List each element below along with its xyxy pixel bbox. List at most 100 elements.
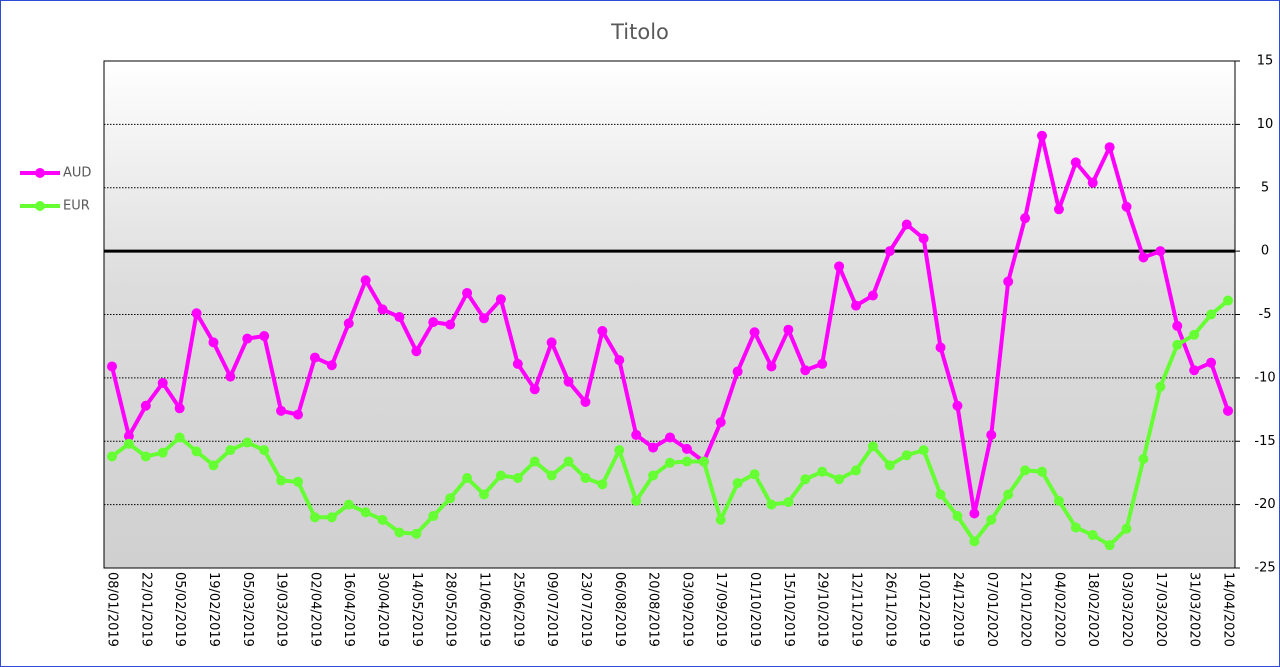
data-point <box>1206 309 1217 320</box>
data-point <box>546 337 557 348</box>
data-point <box>445 493 456 504</box>
data-point <box>174 432 185 443</box>
data-point <box>969 536 980 547</box>
x-tick-label: 15/10/2019 <box>781 572 796 647</box>
data-point <box>1020 213 1031 224</box>
x-tick-label: 05/02/2019 <box>172 572 187 647</box>
data-point <box>360 507 371 518</box>
legend-marker <box>35 201 45 211</box>
x-tick-label: 26/11/2019 <box>882 572 897 647</box>
data-point <box>1104 540 1115 551</box>
data-point <box>242 333 253 344</box>
data-point <box>783 497 794 508</box>
x-tick-label: 04/02/2020 <box>1051 572 1066 647</box>
data-point <box>715 417 726 428</box>
x-tick-label: 28/05/2019 <box>443 572 458 647</box>
x-tick-label: 19/03/2019 <box>274 572 289 647</box>
x-tick-label: 25/06/2019 <box>510 572 525 647</box>
data-point <box>107 451 117 462</box>
x-tick-label: 11/06/2019 <box>477 572 492 647</box>
y-tick-label: 0 <box>1261 244 1269 259</box>
x-tick-label: 02/04/2019 <box>307 572 322 647</box>
data-point <box>157 377 168 388</box>
y-tick-label: -20 <box>1254 497 1275 512</box>
data-point <box>867 290 878 301</box>
data-point <box>529 384 540 395</box>
data-point <box>123 438 134 449</box>
data-point <box>225 445 236 456</box>
data-point <box>749 469 760 480</box>
x-tick-label: 07/01/2020 <box>984 572 999 647</box>
data-point <box>867 441 878 452</box>
data-point <box>1155 246 1166 257</box>
data-point <box>512 473 523 484</box>
data-point <box>140 451 151 462</box>
data-point <box>1037 466 1047 477</box>
x-tick-label: 06/08/2019 <box>612 572 627 647</box>
data-point <box>1053 495 1064 506</box>
data-point <box>462 473 473 484</box>
data-point <box>140 400 151 411</box>
data-point <box>1087 177 1098 188</box>
data-point <box>309 352 320 363</box>
data-point <box>580 473 591 484</box>
x-tick-label: 12/11/2019 <box>849 572 864 647</box>
data-point <box>969 508 980 519</box>
data-point <box>428 511 439 522</box>
data-point <box>479 313 489 324</box>
data-point <box>732 366 743 377</box>
data-point <box>817 466 828 477</box>
data-point <box>766 361 777 372</box>
x-tick-label: 20/08/2019 <box>646 572 661 647</box>
data-point <box>665 457 675 468</box>
data-point <box>648 470 659 481</box>
data-point <box>394 312 405 323</box>
data-point <box>1087 530 1098 541</box>
y-tick-label: 15 <box>1257 54 1274 69</box>
data-point <box>445 319 456 330</box>
data-point <box>986 429 997 440</box>
x-tick-label: 14/04/2020 <box>1221 572 1236 647</box>
data-point <box>377 304 388 315</box>
data-point <box>259 331 270 342</box>
y-tick-label: 5 <box>1261 180 1269 195</box>
x-tick-label: 31/03/2020 <box>1187 572 1202 647</box>
data-point <box>411 528 422 539</box>
data-point <box>479 489 489 500</box>
data-point <box>1104 142 1115 153</box>
x-tick-label: 23/07/2019 <box>578 572 593 647</box>
x-tick-label: 03/03/2020 <box>1119 572 1134 647</box>
data-point <box>225 371 236 382</box>
data-point <box>1223 295 1233 306</box>
data-point <box>580 396 591 407</box>
data-point <box>563 376 574 387</box>
data-point <box>884 460 895 471</box>
data-point <box>1138 453 1149 464</box>
data-point <box>935 342 946 353</box>
data-point <box>326 360 337 371</box>
data-point <box>428 317 439 328</box>
data-point <box>343 499 354 510</box>
data-point <box>1138 252 1149 263</box>
data-point <box>648 442 659 453</box>
x-tick-label: 08/01/2019 <box>105 572 120 647</box>
data-point <box>766 499 777 510</box>
y-tick-label: -10 <box>1254 370 1275 385</box>
data-point <box>208 337 219 348</box>
data-point <box>512 358 523 369</box>
data-point <box>1121 201 1132 212</box>
data-point <box>817 358 828 369</box>
data-point <box>834 474 845 485</box>
chart-title: Titolo <box>610 20 669 44</box>
data-point <box>157 447 168 458</box>
legend-label: AUD <box>63 166 91 181</box>
data-point <box>326 512 337 523</box>
x-tick-label: 18/02/2020 <box>1085 572 1100 647</box>
data-point <box>631 495 642 506</box>
data-point <box>529 456 540 467</box>
data-point <box>242 437 253 448</box>
data-point <box>276 475 287 486</box>
data-point <box>952 400 963 411</box>
x-tick-label: 14/05/2019 <box>409 572 424 647</box>
